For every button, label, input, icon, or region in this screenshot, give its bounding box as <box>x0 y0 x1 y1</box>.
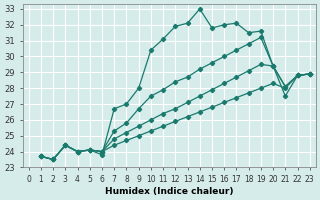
X-axis label: Humidex (Indice chaleur): Humidex (Indice chaleur) <box>105 187 234 196</box>
